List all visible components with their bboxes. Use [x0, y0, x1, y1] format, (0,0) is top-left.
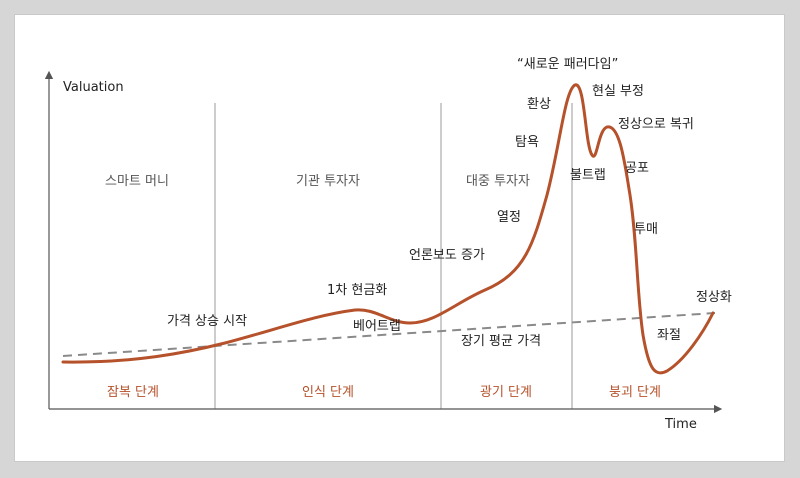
annotation-label: 투매: [634, 222, 658, 237]
y-axis-label: Valuation: [63, 80, 124, 95]
annotation-label: “새로운 패러다임”: [517, 57, 618, 72]
chart-frame: Valuation Time 스마트 머니 기관 투자자 대중 투자자 잠복 단…: [14, 14, 785, 462]
x-axis-label: Time: [664, 417, 697, 432]
annotation-label: 정상으로 복귀: [618, 117, 694, 132]
annotation-label: 정상화: [696, 290, 732, 305]
investor-group-label: 대중 투자자: [466, 174, 530, 189]
bubble-cycle-chart: Valuation Time 스마트 머니 기관 투자자 대중 투자자 잠복 단…: [44, 57, 732, 432]
annotation-label: 현실 부정: [592, 84, 644, 99]
annotation-label: 좌절: [657, 328, 681, 343]
annotation-label: 공포: [625, 161, 649, 176]
annotation-label: 가격 상승 시작: [167, 314, 247, 329]
trend-line: [62, 312, 716, 357]
annotation-label: 언론보도 증가: [409, 248, 485, 263]
phase-label: 붕괴 단계: [609, 385, 661, 400]
investor-group-label: 스마트 머니: [105, 174, 169, 189]
investor-group-label: 기관 투자자: [296, 174, 360, 189]
trend-label: 장기 평균 가격: [461, 334, 541, 349]
annotation-label: 불트랩: [570, 168, 606, 183]
phase-label: 인식 단계: [302, 385, 354, 400]
price-curve: [61, 83, 715, 375]
phase-label: 광기 단계: [480, 385, 532, 400]
annotation-label: 탐욕: [515, 135, 539, 150]
annotation-label: 환상: [527, 97, 551, 112]
annotation-label: 베어트랩: [353, 319, 401, 334]
phase-label: 잠복 단계: [107, 385, 159, 400]
annotation-label: 열정: [497, 210, 521, 225]
annotation-label: 1차 현금화: [327, 283, 387, 298]
